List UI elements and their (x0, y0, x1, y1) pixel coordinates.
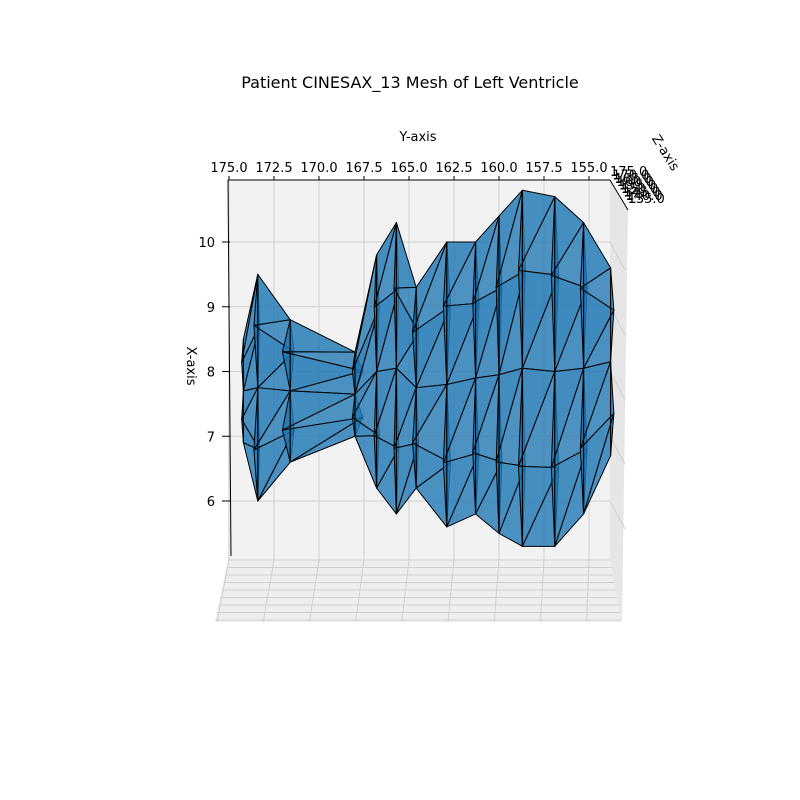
x-tick-label: 8 (207, 366, 215, 381)
side-grid-line (609, 436, 626, 465)
x-tick-label: 9 (207, 301, 215, 316)
z-tick-labels: 175.0170.0165.0160.0155.0150.0145.0140.0… (610, 165, 665, 207)
y-tick-label: 172.5 (255, 161, 292, 176)
z-tick-label: 175.0 (610, 165, 647, 180)
side-pane (610, 180, 628, 622)
y-axis-label: Y-axis (398, 130, 436, 145)
floor-grid-line (447, 559, 455, 623)
side-grid-line (609, 241, 626, 271)
side-grid-line (609, 371, 626, 400)
z-tick-label: 135.0 (628, 192, 665, 207)
floor-grid-line (401, 559, 410, 623)
x-tick-label: 10 (198, 236, 215, 251)
z-tick-label: 140.0 (625, 189, 662, 204)
y-tick-labels: 175.0 172.5 170.0 167.5 165.0 162.5 160.0 157.5… (210, 161, 608, 180)
z-tick-label: 145.0 (623, 185, 660, 200)
ventricle-mesh (241, 189, 615, 547)
floor-grid-line (539, 559, 545, 623)
y-tick-label: 160.0 (480, 161, 517, 176)
z-tick-label: 160.0 (617, 175, 654, 190)
z-tick-label: 165.0 (614, 172, 651, 187)
z-tick-label: 155.0 (619, 179, 656, 194)
floor-grid-line (493, 559, 500, 623)
x-axis-line (227, 179, 232, 557)
y-tick-label: 165.0 (390, 161, 427, 176)
chart-title: Patient CINESAX_13 Mesh of Left Ventricl… (241, 73, 579, 93)
y-tick-label: 167.5 (345, 161, 382, 176)
floor-grid-line (216, 559, 230, 623)
side-grid-line (609, 500, 626, 530)
z-axis-line (609, 179, 629, 211)
mesh-face (583, 412, 615, 515)
z-axis-label: Z-axis (648, 132, 682, 174)
y-tick-label: 162.5 (435, 161, 472, 176)
y-tick-label: 155.0 (570, 161, 607, 176)
z-tick-label: 170.0 (612, 168, 649, 183)
y-tick-label: 157.5 (525, 161, 562, 176)
floor-grid-line (262, 559, 275, 623)
x-tick-label: 7 (207, 430, 215, 445)
axes-lines (227, 179, 629, 557)
x-tick-labels: 6 7 8 9 10 (198, 236, 230, 510)
floor-grid-line (355, 559, 365, 623)
floor-grid-line (586, 559, 590, 623)
x-tick-label: 6 (207, 495, 215, 510)
z-tick-label: 150.0 (621, 182, 658, 197)
floor-grid-line (308, 559, 320, 623)
y-tick-label: 170.0 (300, 161, 337, 176)
y-tick-label: 175.0 (210, 161, 247, 176)
x-axis-label: X-axis (183, 347, 198, 386)
